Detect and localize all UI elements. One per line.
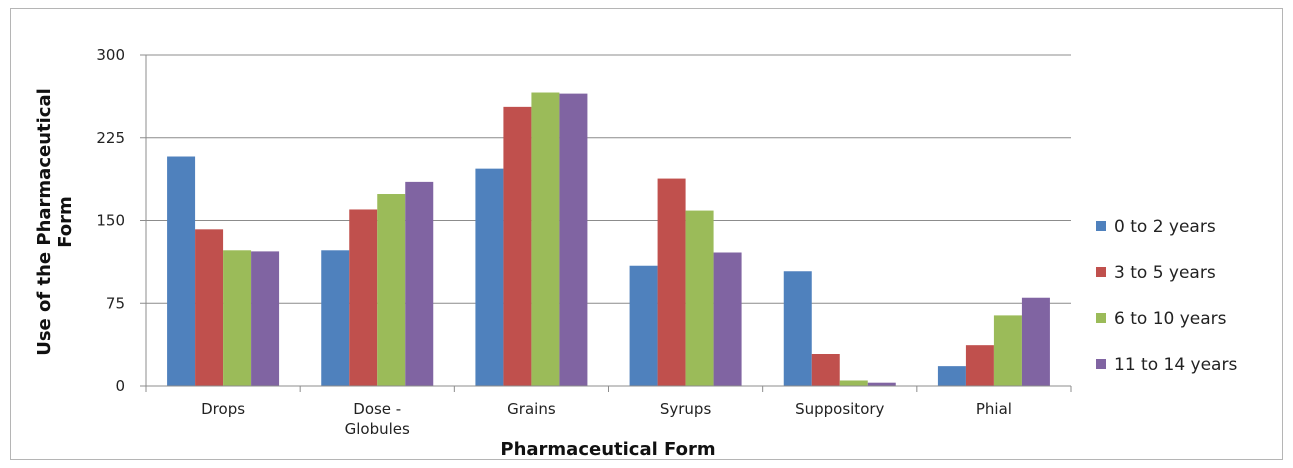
bar <box>811 354 840 386</box>
bar <box>531 92 560 386</box>
x-tick-label: Dose -Globules <box>345 400 410 438</box>
x-axis-title: Pharmaceutical Form <box>500 439 715 460</box>
bar <box>559 93 588 386</box>
bar <box>685 210 714 386</box>
x-tick-label: Phial <box>976 400 1012 418</box>
y-tick-label: 225 <box>96 129 125 147</box>
bars <box>167 92 1050 387</box>
legend-swatch <box>1096 313 1106 323</box>
legend-label: 3 to 5 years <box>1114 263 1216 283</box>
legend-label: 0 to 2 years <box>1114 217 1216 237</box>
bar <box>167 156 196 386</box>
bar <box>503 106 532 387</box>
y-tick-label: 300 <box>96 46 125 64</box>
y-tick-label: 150 <box>96 212 125 230</box>
legend: 0 to 2 years 3 to 5 years 6 to 10 years 11 … <box>1096 217 1237 375</box>
legend-swatch <box>1096 359 1106 369</box>
legend-swatch <box>1096 267 1106 277</box>
y-tick-labels: 0 75 150 225 300 <box>96 46 125 395</box>
x-tick-label: Suppository <box>795 400 884 418</box>
bar <box>839 380 868 386</box>
bar <box>195 229 224 386</box>
bar <box>349 209 378 386</box>
bar <box>1021 297 1050 386</box>
x-tick-labels: Drops Dose -Globules Grains Syrups Supposito… <box>201 400 1012 438</box>
bar <box>965 345 994 386</box>
legend-swatch <box>1096 221 1106 231</box>
x-tick-label: Grains <box>507 400 556 418</box>
bar <box>223 250 252 386</box>
bar <box>475 168 504 386</box>
bar <box>629 265 658 386</box>
bar <box>783 271 812 386</box>
x-tick-label: Syrups <box>660 400 712 418</box>
bar <box>405 181 434 386</box>
y-axis-title-text: Use of the PharmaceuticalForm <box>34 88 76 356</box>
y-tick-label: 0 <box>115 377 125 395</box>
gridlines <box>140 54 1071 387</box>
bar <box>251 251 280 386</box>
legend-label: 6 to 10 years <box>1114 309 1227 329</box>
bar <box>321 250 350 386</box>
bar <box>993 315 1022 386</box>
y-axis-title: Use of the PharmaceuticalForm <box>34 88 76 356</box>
legend-label: 11 to 14 years <box>1114 355 1237 375</box>
x-tick-label: Drops <box>201 400 245 418</box>
bar <box>377 194 406 386</box>
bar <box>937 366 966 386</box>
bar <box>713 252 742 386</box>
bar <box>867 382 896 386</box>
y-tick-label: 75 <box>106 294 125 312</box>
bar <box>657 178 686 386</box>
axes <box>145 55 1072 392</box>
